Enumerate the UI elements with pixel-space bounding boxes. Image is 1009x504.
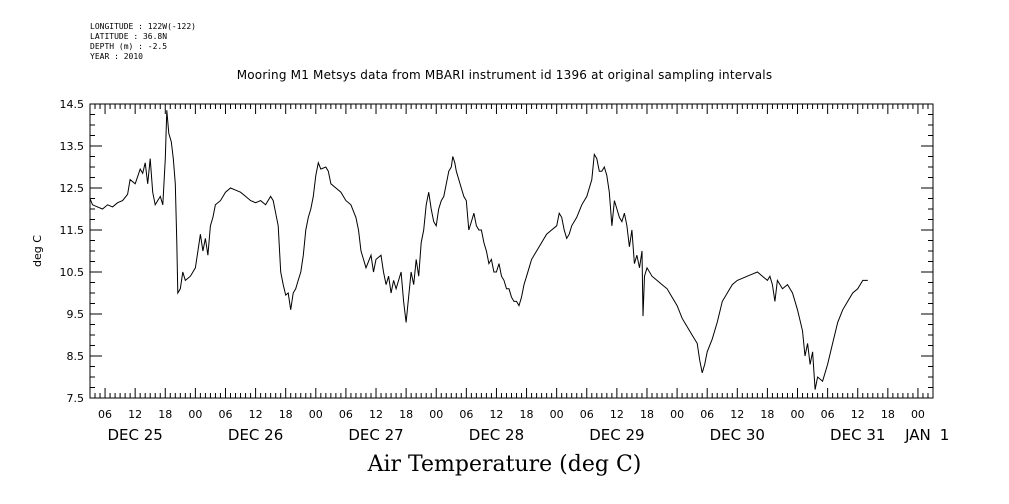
axis-ticks: [89, 103, 934, 399]
x-tick-label: 00: [550, 408, 564, 421]
x-day-label: DEC 28: [469, 426, 524, 444]
x-tick-label: 18: [520, 408, 534, 421]
x-day-label: DEC 30: [710, 426, 765, 444]
x-tick-label: 18: [760, 408, 774, 421]
y-tick-label: 9.5: [67, 308, 85, 321]
x-tick-label: 12: [610, 408, 624, 421]
x-tick-label: 06: [339, 408, 353, 421]
x-day-label: DEC 25: [107, 426, 162, 444]
x-day-label: DEC 29: [589, 426, 644, 444]
x-day-label: DEC 27: [348, 426, 403, 444]
x-tick-label: 18: [399, 408, 413, 421]
x-tick-label: 06: [98, 408, 112, 421]
x-tick-label: 00: [670, 408, 684, 421]
x-tick-label: 18: [881, 408, 895, 421]
x-tick-label: 18: [279, 408, 293, 421]
metadata-block: LONGITUDE : 122W(-122) LATITUDE : 36.8N …: [90, 22, 196, 62]
x-tick-label: 00: [188, 408, 202, 421]
x-tick-label: 12: [249, 408, 263, 421]
x-tick-label: 12: [369, 408, 383, 421]
x-tick-label: 00: [429, 408, 443, 421]
x-day-label: DEC 26: [228, 426, 283, 444]
latitude-label: LATITUDE : 36.8N: [90, 32, 168, 41]
temperature-line: [89, 110, 868, 390]
x-tick-label: 06: [580, 408, 594, 421]
x-tick-label: 18: [158, 408, 172, 421]
x-tick-label: 00: [309, 408, 323, 421]
x-tick-label: 12: [851, 408, 865, 421]
x-tick-label: 18: [640, 408, 654, 421]
y-tick-label: 11.5: [60, 224, 85, 237]
longitude-label: LONGITUDE : 122W(-122): [90, 22, 196, 31]
plot-frame: [89, 103, 934, 399]
y-tick-label: 8.5: [67, 350, 85, 363]
year-label: YEAR : 2010: [90, 52, 143, 61]
x-tick-label: 00: [791, 408, 805, 421]
depth-label: DEPTH (m) : -2.5: [90, 42, 168, 51]
y-tick-label: 14.5: [60, 98, 85, 111]
x-day-label: 1: [940, 426, 950, 444]
y-tick-label: 7.5: [67, 392, 85, 405]
x-tick-label: 12: [489, 408, 503, 421]
x-tick-label: 06: [218, 408, 232, 421]
y-tick-label: 13.5: [60, 140, 85, 153]
y-axis-title: deg C: [31, 235, 44, 267]
x-tick-label: 12: [730, 408, 744, 421]
y-tick-label: 10.5: [60, 266, 85, 279]
chart-title: Mooring M1 Metsys data from MBARI instru…: [236, 68, 773, 82]
x-tick-label: 06: [821, 408, 835, 421]
x-tick-label: 06: [700, 408, 714, 421]
variable-title: Air Temperature (deg C): [367, 452, 642, 477]
x-tick-label: 00: [911, 408, 925, 421]
x-tick-label: 12: [128, 408, 142, 421]
x-day-label: DEC 31: [830, 426, 885, 444]
y-tick-label: 12.5: [60, 182, 85, 195]
x-day-label: JAN: [904, 426, 931, 444]
x-tick-label: 06: [459, 408, 473, 421]
axis-labels: 14.5 13.5 12.5 11.5 10.5 9.5 8.5 7.5 06 12 18 00 06 1…: [31, 98, 949, 444]
